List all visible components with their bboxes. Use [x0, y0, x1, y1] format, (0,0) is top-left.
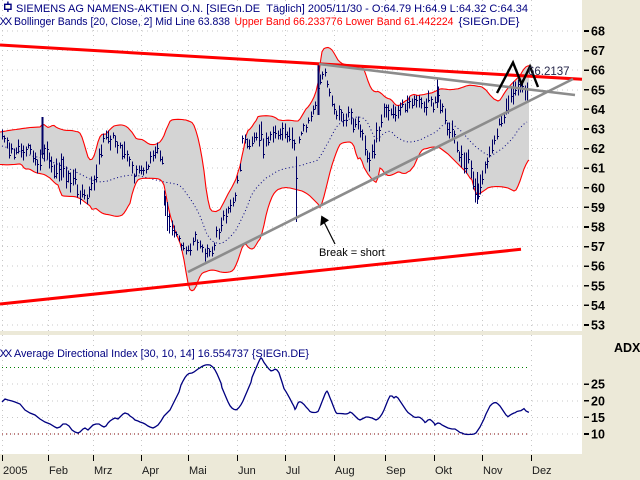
svg-text:68: 68 — [591, 25, 605, 39]
svg-text:60: 60 — [591, 181, 605, 195]
svg-text:66.2137: 66.2137 — [528, 66, 570, 78]
svg-text:Feb: Feb — [49, 465, 68, 477]
svg-text:Upper Band 66.233776 Lower Ban: Upper Band 66.233776 Lower Band 61.44222… — [235, 16, 454, 28]
svg-text:53: 53 — [591, 319, 605, 333]
svg-text:SIEMENS AG NAMENS-AKTIEN O.N.: SIEMENS AG NAMENS-AKTIEN O.N. [SIEGn.DE … — [16, 3, 528, 15]
svg-text:55: 55 — [591, 279, 605, 293]
svg-text:Bollinger Bands [20, Close, 2]: Bollinger Bands [20, Close, 2] Mid Line … — [14, 16, 230, 28]
svg-text:56: 56 — [591, 260, 605, 274]
svg-text:Jul: Jul — [286, 465, 300, 477]
svg-text:25: 25 — [591, 378, 605, 392]
svg-text:67: 67 — [591, 44, 605, 58]
svg-text:Mrz: Mrz — [94, 465, 112, 477]
svg-text:Aug: Aug — [335, 465, 355, 477]
svg-text:59: 59 — [591, 201, 605, 215]
svg-text:{SIEGn.DE}: {SIEGn.DE} — [459, 16, 520, 28]
svg-text:ADX: ADX — [614, 341, 640, 355]
svg-text:Sep: Sep — [386, 465, 406, 477]
svg-text:Dez: Dez — [532, 465, 552, 477]
svg-text:10: 10 — [591, 428, 605, 442]
svg-text:Jun: Jun — [238, 465, 256, 477]
svg-text:61: 61 — [591, 162, 605, 176]
svg-text:57: 57 — [591, 240, 605, 254]
svg-text:Average Directional Index [30,: Average Directional Index [30, 10, 14] 1… — [14, 348, 309, 360]
svg-text:Nov: Nov — [483, 465, 503, 477]
svg-text:Okt: Okt — [435, 465, 452, 477]
svg-text:62: 62 — [591, 142, 605, 156]
svg-text:Mai: Mai — [189, 465, 207, 477]
svg-text:Apr: Apr — [142, 465, 159, 477]
svg-text:54: 54 — [591, 299, 605, 313]
svg-text:64: 64 — [591, 103, 605, 117]
svg-text:58: 58 — [591, 221, 605, 235]
svg-text:65: 65 — [591, 83, 605, 97]
svg-text:63: 63 — [591, 123, 605, 137]
svg-text:Break = short: Break = short — [319, 247, 385, 259]
svg-text:2005: 2005 — [3, 465, 27, 477]
svg-text:15: 15 — [591, 411, 605, 425]
svg-text:66: 66 — [591, 64, 605, 78]
svg-text:20: 20 — [591, 394, 605, 408]
